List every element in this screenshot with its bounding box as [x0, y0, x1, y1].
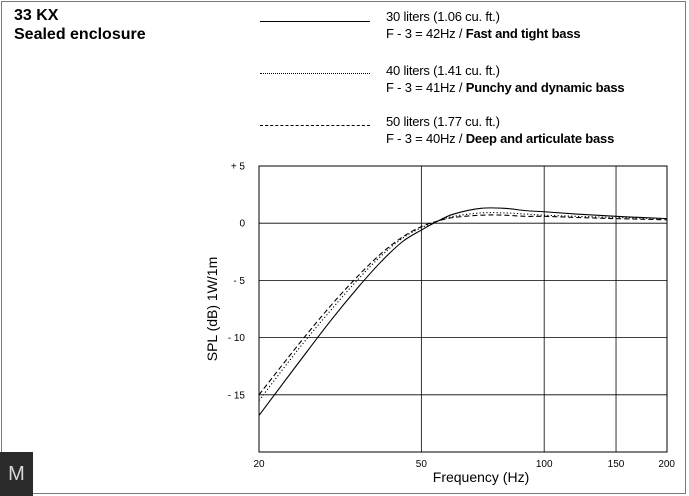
x-tick-label: 100: [536, 459, 553, 470]
y-axis-title: SPL (dB) 1W/1m: [204, 257, 220, 362]
brand-logo: M: [0, 452, 33, 496]
legend-desc: Deep and articulate bass: [465, 131, 615, 146]
legend-line-dashed: [260, 125, 370, 126]
y-tick-label: - 10: [228, 333, 246, 344]
legend-label: 30 liters (1.06 cu. ft.): [386, 9, 500, 24]
legend-entry-50l: 50 liters (1.77 cu. ft.) F - 3 = 40Hz / …: [386, 113, 614, 147]
legend-line-dotted: [260, 73, 370, 74]
x-tick-label: 20: [253, 459, 265, 470]
legend-desc: Punchy and dynamic bass: [465, 80, 625, 95]
legend-line-solid: [260, 21, 370, 22]
page-title: 33 KX Sealed enclosure: [14, 6, 146, 44]
series-line-dashed: [259, 214, 667, 396]
series-line-solid: [259, 207, 667, 416]
legend-f3: F - 3 = 41Hz /: [386, 80, 466, 95]
y-tick-label: + 5: [231, 162, 246, 173]
legend-label: 40 liters (1.41 cu. ft.): [386, 63, 500, 78]
plot-border: [258, 165, 668, 453]
x-tick-label: 200: [658, 459, 675, 470]
model-name: 33 KX: [14, 7, 59, 24]
x-axis-title: Frequency (Hz): [433, 469, 529, 485]
y-tick-label: - 5: [233, 276, 245, 287]
y-tick-label: - 15: [228, 390, 246, 401]
legend-entry-40l: 40 liters (1.41 cu. ft.) F - 3 = 41Hz / …: [386, 62, 625, 96]
y-tick-label: 0: [239, 219, 245, 230]
x-tick-label: 50: [416, 459, 428, 470]
x-tick-label: 150: [608, 459, 625, 470]
legend-f3: F - 3 = 40Hz /: [386, 131, 466, 146]
legend-entry-30l: 30 liters (1.06 cu. ft.) F - 3 = 42Hz / …: [386, 8, 581, 42]
legend-desc: Fast and tight bass: [465, 26, 581, 41]
legend-f3: F - 3 = 42Hz /: [386, 26, 466, 41]
enclosure-type: Sealed enclosure: [14, 26, 146, 43]
series-line-dotted: [259, 212, 667, 401]
legend-label: 50 liters (1.77 cu. ft.): [386, 114, 500, 129]
